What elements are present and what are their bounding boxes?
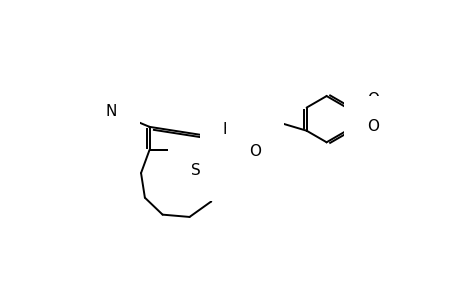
- Text: HN: HN: [222, 122, 245, 137]
- Text: O: O: [248, 144, 260, 159]
- Text: O: O: [366, 92, 378, 106]
- Text: N: N: [105, 104, 117, 119]
- Text: O: O: [366, 119, 378, 134]
- Text: S: S: [190, 163, 200, 178]
